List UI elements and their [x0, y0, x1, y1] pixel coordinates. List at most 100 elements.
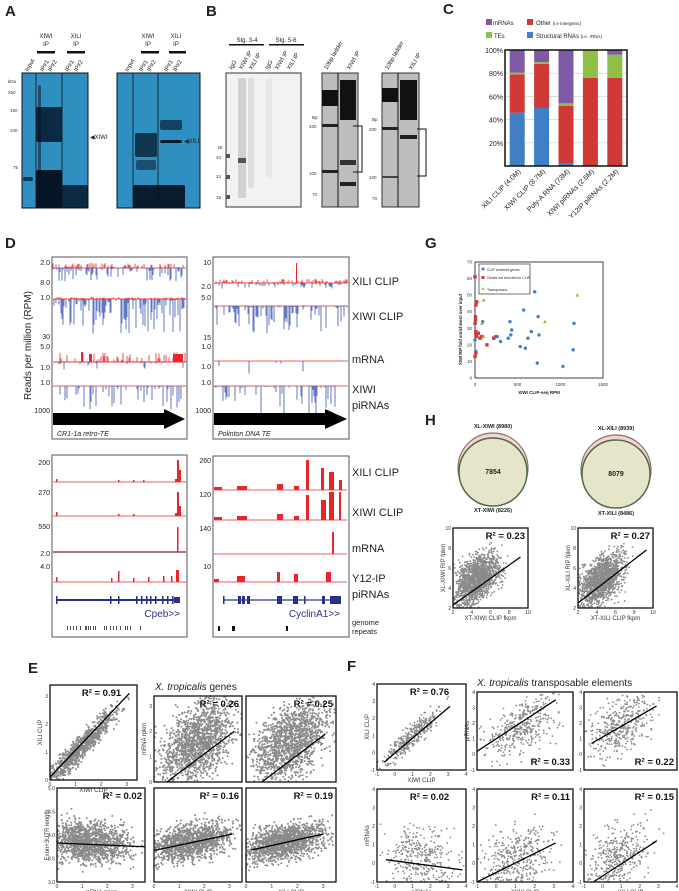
data-point [283, 767, 286, 770]
data-point [188, 725, 191, 728]
data-point [170, 761, 173, 764]
data-point [176, 705, 179, 708]
data-point [280, 726, 283, 729]
data-point [59, 753, 62, 756]
data-point [63, 770, 66, 773]
gene-exon [162, 596, 164, 604]
data-point [119, 818, 122, 821]
x-tick-label: 3 [125, 782, 128, 788]
data-point [105, 861, 108, 864]
data-point [203, 721, 206, 724]
data-point [180, 757, 183, 760]
data-point [96, 729, 99, 732]
data-point [204, 729, 207, 732]
data-point [168, 732, 171, 735]
data-point [184, 759, 187, 762]
data-point [281, 748, 284, 751]
gene-exon [277, 596, 282, 604]
data-point [288, 752, 291, 755]
protein-band [23, 177, 33, 181]
data-point [285, 738, 288, 741]
data-point [290, 749, 293, 752]
data-point [317, 741, 320, 744]
repeat-mark [140, 626, 141, 630]
data-point [209, 767, 212, 770]
gel-band [400, 80, 417, 120]
scatter-plot: R² = 0.25 [245, 695, 337, 783]
data-point [316, 732, 319, 735]
coverage-peak [118, 514, 120, 516]
data-point [180, 772, 183, 775]
data-point [239, 734, 242, 737]
data-point [74, 768, 77, 771]
gel-band [238, 158, 246, 163]
data-point [166, 749, 169, 752]
coverage-peak [148, 577, 150, 582]
data-point [290, 774, 293, 777]
data-point [221, 757, 224, 760]
data-point [96, 738, 99, 741]
lane-label: IgG [265, 59, 275, 71]
data-point [309, 722, 312, 725]
data-point [283, 731, 286, 734]
data-point [253, 775, 256, 778]
gel-band [226, 175, 230, 179]
data-point [201, 728, 204, 731]
data-point [320, 756, 323, 759]
data-point [306, 729, 309, 732]
track-tick-label: 200 [38, 460, 50, 467]
data-point [158, 749, 161, 752]
data-point [175, 716, 178, 719]
data-point-clip-enriched [523, 346, 528, 350]
data-point [274, 745, 277, 748]
data-point [309, 730, 312, 733]
data-point [307, 722, 310, 725]
data-point [225, 730, 228, 733]
data-point [198, 746, 201, 749]
data-point [81, 870, 84, 873]
data-point [211, 736, 214, 739]
track-label: mRNA [352, 543, 385, 555]
data-point [198, 736, 201, 739]
data-point [83, 751, 86, 754]
legend-label: TEs [494, 34, 505, 40]
y-axis-label: mRNA rpkm [142, 723, 148, 755]
gene-label-cyclina1: CyclinA1>> [289, 609, 340, 620]
data-point [293, 713, 296, 716]
coverage-peak [175, 479, 178, 482]
data-point [155, 769, 158, 772]
y-tick-label: 40% [489, 118, 503, 125]
data-point [185, 715, 188, 718]
data-point [94, 740, 97, 743]
data-point [208, 745, 211, 748]
data-point [172, 749, 175, 752]
data-point [306, 733, 309, 736]
data-point [202, 771, 205, 774]
coverage-peak [294, 486, 299, 490]
data-point [192, 730, 195, 733]
data-point [214, 740, 217, 743]
data-point [266, 755, 269, 758]
gene-exon [150, 596, 152, 604]
track-tick-label: 10 [203, 564, 211, 571]
bar-segment-mrnas [534, 50, 550, 63]
gel-band [340, 80, 356, 120]
coverage-peak [56, 512, 58, 516]
bp-tick: 100 [309, 171, 317, 176]
y-tick-label: 0 [469, 376, 472, 381]
data-point [108, 718, 111, 721]
data-point [184, 748, 187, 751]
group-label-ip: IP [173, 42, 179, 48]
gene-exon [223, 596, 225, 604]
data-point [284, 778, 287, 781]
data-point [214, 769, 217, 772]
data-point [221, 731, 224, 734]
data-point-not-enriched [480, 334, 484, 339]
data-point [306, 742, 309, 745]
coverage-peak [118, 571, 120, 582]
data-point [302, 729, 305, 732]
data-point [97, 742, 100, 745]
coverage-peak [321, 468, 324, 490]
data-point [71, 749, 74, 752]
protein-band [38, 85, 41, 185]
